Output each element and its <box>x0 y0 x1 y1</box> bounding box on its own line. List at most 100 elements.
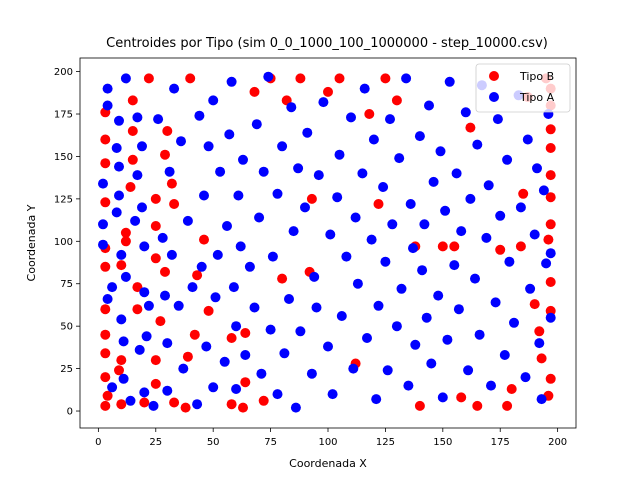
point-tipo-b <box>116 355 127 366</box>
point-tipo-a <box>162 338 173 349</box>
data-points <box>98 71 556 413</box>
point-tipo-a <box>309 271 320 282</box>
point-tipo-a <box>263 71 274 82</box>
y-tick-label: 25 <box>60 364 73 375</box>
point-tipo-a <box>134 344 145 355</box>
point-tipo-a <box>265 324 276 335</box>
point-tipo-a <box>442 334 453 345</box>
point-tipo-a <box>258 166 269 177</box>
legend-label-tipo-b: Tipo B <box>519 70 554 83</box>
point-tipo-a <box>98 219 108 230</box>
point-tipo-a <box>194 110 205 121</box>
point-tipo-b <box>192 270 203 281</box>
point-tipo-a <box>251 119 262 130</box>
point-tipo-b <box>100 197 111 208</box>
point-tipo-a <box>148 400 159 411</box>
point-tipo-a <box>164 166 175 177</box>
point-tipo-a <box>323 341 333 352</box>
point-tipo-a <box>373 300 384 311</box>
point-tipo-b <box>545 192 556 203</box>
point-tipo-a <box>201 341 212 352</box>
point-tipo-b <box>306 193 317 204</box>
point-tipo-a <box>486 380 496 391</box>
point-tipo-b <box>143 73 154 84</box>
point-tipo-b <box>189 329 200 340</box>
y-tick-label: 0 <box>67 407 73 418</box>
point-tipo-a <box>272 188 283 199</box>
point-tipo-a <box>470 273 480 284</box>
point-tipo-a <box>502 154 513 165</box>
point-tipo-b <box>226 333 237 343</box>
point-tipo-a <box>116 249 127 260</box>
point-tipo-a <box>137 202 147 213</box>
point-tipo-a <box>208 95 219 106</box>
point-tipo-b <box>323 86 333 97</box>
point-tipo-b <box>391 95 402 106</box>
point-tipo-a <box>520 372 531 383</box>
point-tipo-a <box>120 271 131 282</box>
point-tipo-a <box>336 311 347 321</box>
point-tipo-a <box>249 302 260 313</box>
point-tipo-a <box>541 258 552 269</box>
point-tipo-b <box>277 273 288 284</box>
point-tipo-a <box>302 127 313 138</box>
point-tipo-a <box>102 294 113 304</box>
point-tipo-a <box>235 241 246 252</box>
point-tipo-a <box>118 336 129 347</box>
point-tipo-b <box>449 241 460 252</box>
point-tipo-a <box>139 387 150 398</box>
x-tick-label: 50 <box>207 437 220 448</box>
point-tipo-b <box>238 402 248 413</box>
point-tipo-a <box>111 207 122 218</box>
point-tipo-a <box>371 394 382 405</box>
point-tipo-b <box>226 399 237 410</box>
point-tipo-a <box>311 302 322 313</box>
point-tipo-a <box>391 321 402 332</box>
point-tipo-b <box>139 397 150 408</box>
point-tipo-a <box>346 112 356 123</box>
point-tipo-a <box>396 283 407 294</box>
y-axis-label: Coordenada Y <box>25 204 38 281</box>
point-tipo-a <box>522 134 533 145</box>
x-tick-label: 100 <box>318 437 337 448</box>
point-tipo-b <box>132 304 143 315</box>
point-tipo-a <box>293 163 304 174</box>
chart-title: Centroides por Tipo (sim 0_0_1000_100_10… <box>106 36 548 51</box>
point-tipo-b <box>150 221 161 231</box>
point-tipo-a <box>169 83 180 94</box>
point-tipo-a <box>277 141 288 152</box>
point-tipo-a <box>465 193 476 204</box>
point-tipo-a <box>182 215 193 226</box>
point-tipo-a <box>166 249 177 260</box>
point-tipo-a <box>334 149 345 160</box>
x-tick-label: 125 <box>376 437 395 448</box>
y-tick-label: 175 <box>54 110 73 121</box>
point-tipo-a <box>231 321 242 332</box>
point-tipo-a <box>453 304 464 315</box>
point-tipo-b <box>100 304 111 315</box>
point-tipo-a <box>483 180 494 191</box>
point-tipo-a <box>141 331 152 342</box>
point-tipo-b <box>545 373 556 384</box>
point-tipo-b <box>102 390 113 401</box>
point-tipo-a <box>132 112 143 123</box>
y-tick-label: 50 <box>60 322 73 333</box>
x-tick-label: 25 <box>149 437 162 448</box>
point-tipo-a <box>143 300 154 311</box>
point-tipo-a <box>428 176 439 187</box>
point-tipo-a <box>300 202 310 213</box>
point-tipo-b <box>465 122 476 133</box>
point-tipo-a <box>481 232 492 243</box>
point-tipo-a <box>538 185 549 196</box>
point-tipo-a <box>403 380 414 391</box>
point-tipo-a <box>385 114 395 125</box>
point-tipo-a <box>111 143 122 153</box>
point-tipo-b <box>437 241 448 252</box>
point-tipo-a <box>414 131 425 142</box>
point-tipo-a <box>295 326 306 337</box>
point-tipo-a <box>160 290 170 301</box>
point-tipo-a <box>352 278 363 289</box>
point-tipo-a <box>417 265 428 276</box>
point-tipo-a <box>350 212 361 223</box>
